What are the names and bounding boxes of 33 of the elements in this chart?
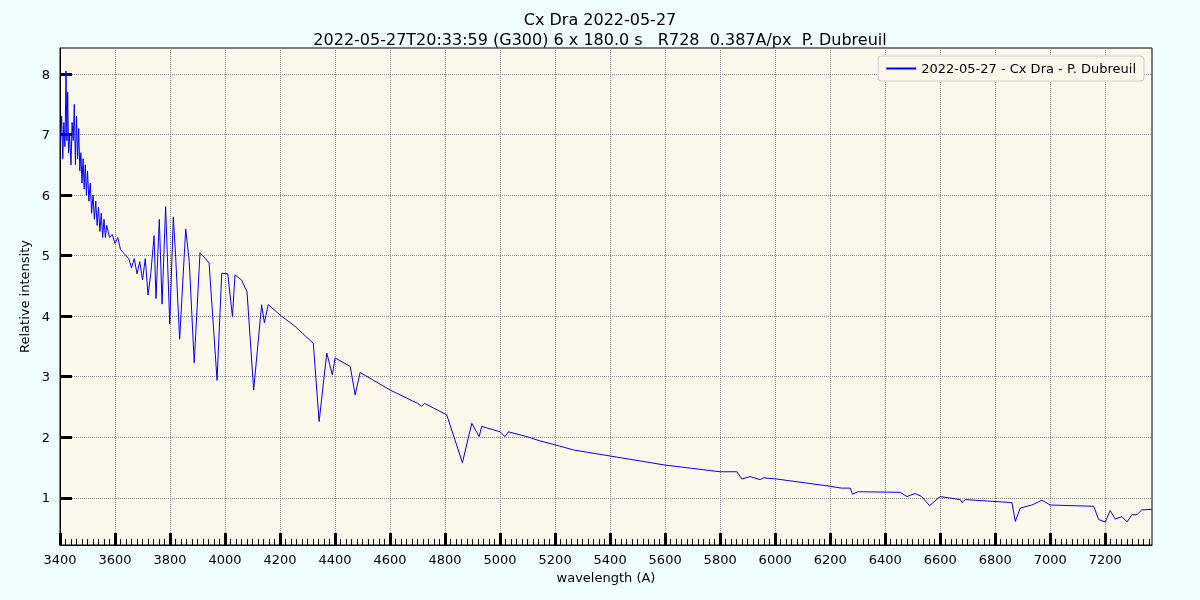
- x-tick-label: 6800: [978, 552, 1012, 567]
- x-tick-label: 5000: [483, 552, 517, 567]
- x-tick-label: 3800: [153, 552, 187, 567]
- x-tick-label: 4800: [428, 552, 462, 567]
- x-tick-label: 5800: [703, 552, 737, 567]
- y-tick-label: 4: [41, 308, 50, 324]
- x-tick-label: 4200: [263, 552, 297, 567]
- y-tick-label: 1: [41, 490, 50, 506]
- x-tick-label: 4600: [373, 552, 407, 567]
- x-tick-label: 4000: [208, 552, 242, 567]
- legend-label: 2022-05-27 - Cx Dra - P. Dubreuil: [921, 61, 1137, 76]
- x-axis-title: wavelength (A): [556, 569, 656, 585]
- chart-title: Cx Dra 2022-05-27: [523, 9, 677, 29]
- x-tick-label: 6600: [923, 552, 957, 567]
- x-tick-label: 7000: [1033, 552, 1067, 567]
- y-tick-label: 3: [41, 369, 50, 385]
- x-tick-label: 3600: [98, 552, 132, 567]
- y-tick-label: 2: [41, 429, 50, 445]
- y-tick-label: 8: [41, 66, 50, 82]
- x-tick-label: 5400: [593, 552, 627, 567]
- x-tick-label: 7200: [1088, 552, 1122, 567]
- y-axis-title: Relative intensity: [16, 239, 32, 353]
- x-tick-label: 6200: [813, 552, 847, 567]
- x-tick-label: 5600: [648, 552, 682, 567]
- x-tick-label: 4400: [318, 552, 352, 567]
- chart-subtitle: 2022-05-27T20:33:59 (G300) 6 x 180.0 s R728 0.387A/px P. Dubreuil: [313, 29, 887, 49]
- y-tick-label: 6: [41, 187, 50, 203]
- x-tick-label: 5200: [538, 552, 572, 567]
- y-tick-label: 5: [41, 248, 50, 264]
- x-tick-label: 3400: [43, 552, 77, 567]
- x-tick-label: 6000: [758, 552, 792, 567]
- y-tick-label: 7: [41, 127, 50, 143]
- x-tick-label: 6400: [868, 552, 902, 567]
